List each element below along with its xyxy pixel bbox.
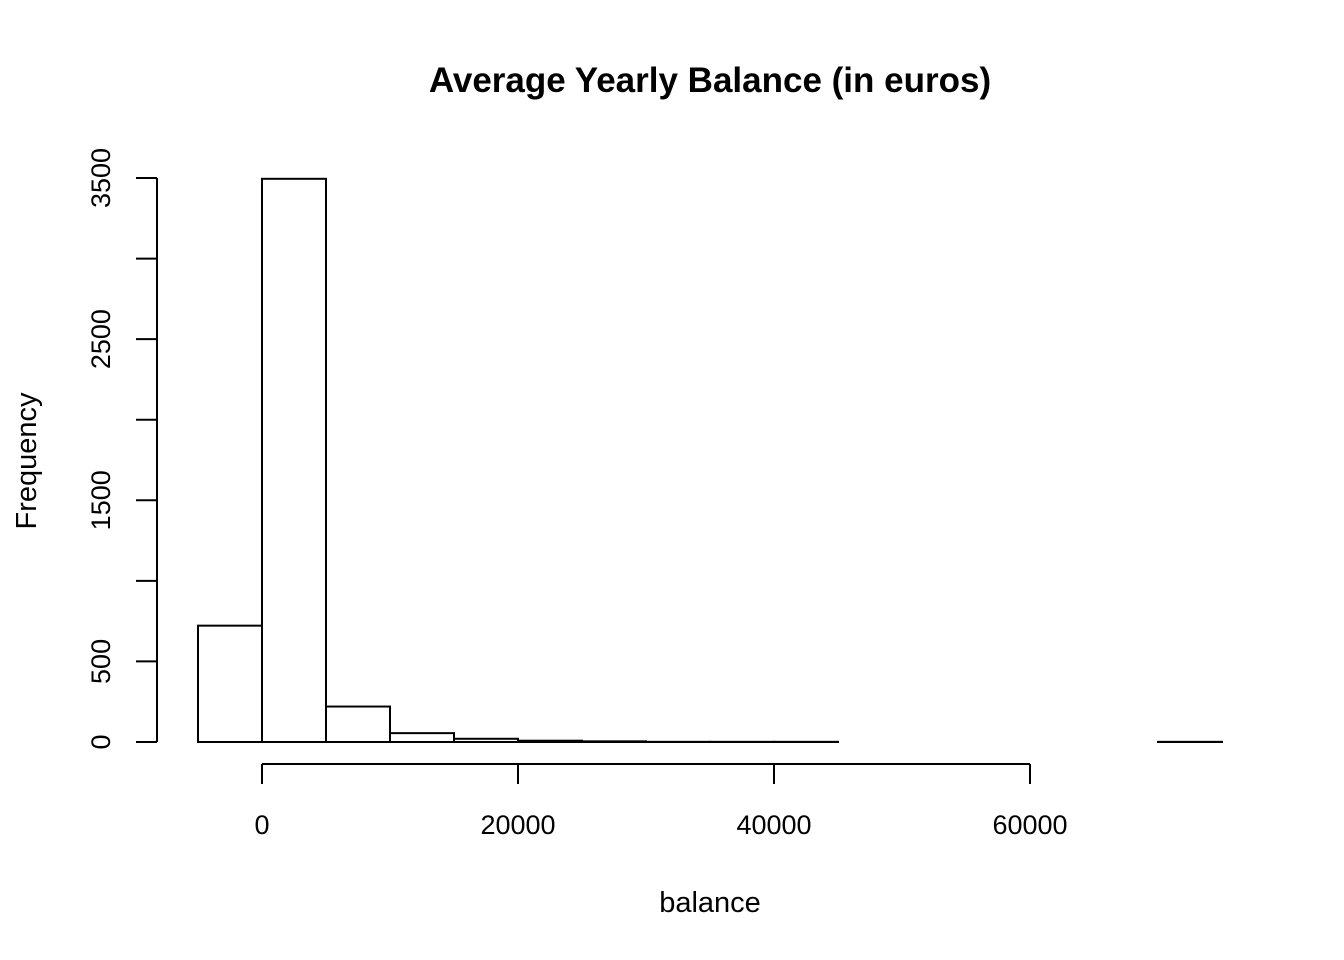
- x-axis: 0 20000 40000 60000: [254, 763, 1068, 840]
- histogram-bar-4: [453, 737, 519, 744]
- y-tick-label-5: 2500: [86, 309, 116, 369]
- y-axis-label: Frequency: [11, 392, 43, 530]
- bars-layer: [197, 177, 1223, 744]
- x-axis-label: balance: [659, 887, 761, 919]
- x-tick-label-3: 60000: [992, 810, 1067, 840]
- y-tick-label-0: 0: [86, 734, 116, 749]
- chart-title: Average Yearly Balance (in euros): [429, 61, 991, 100]
- y-tick-label-7: 3500: [86, 148, 116, 208]
- x-tick-label-0: 0: [254, 810, 269, 840]
- y-axis: 0 500 1500 2500 3500: [86, 148, 158, 750]
- y-tick-label-1: 500: [86, 639, 116, 684]
- x-tick-label-2: 40000: [736, 810, 811, 840]
- x-tick-label-1: 20000: [480, 810, 555, 840]
- histogram-bar-2: [325, 705, 391, 744]
- histogram-bar-5: [517, 739, 583, 744]
- histogram-bar-6: [581, 740, 647, 743]
- histogram-bar-0: [197, 624, 263, 743]
- y-tick-label-3: 1500: [86, 470, 116, 530]
- histogram-bar-1: [261, 177, 327, 743]
- histogram-bar-3: [389, 732, 455, 744]
